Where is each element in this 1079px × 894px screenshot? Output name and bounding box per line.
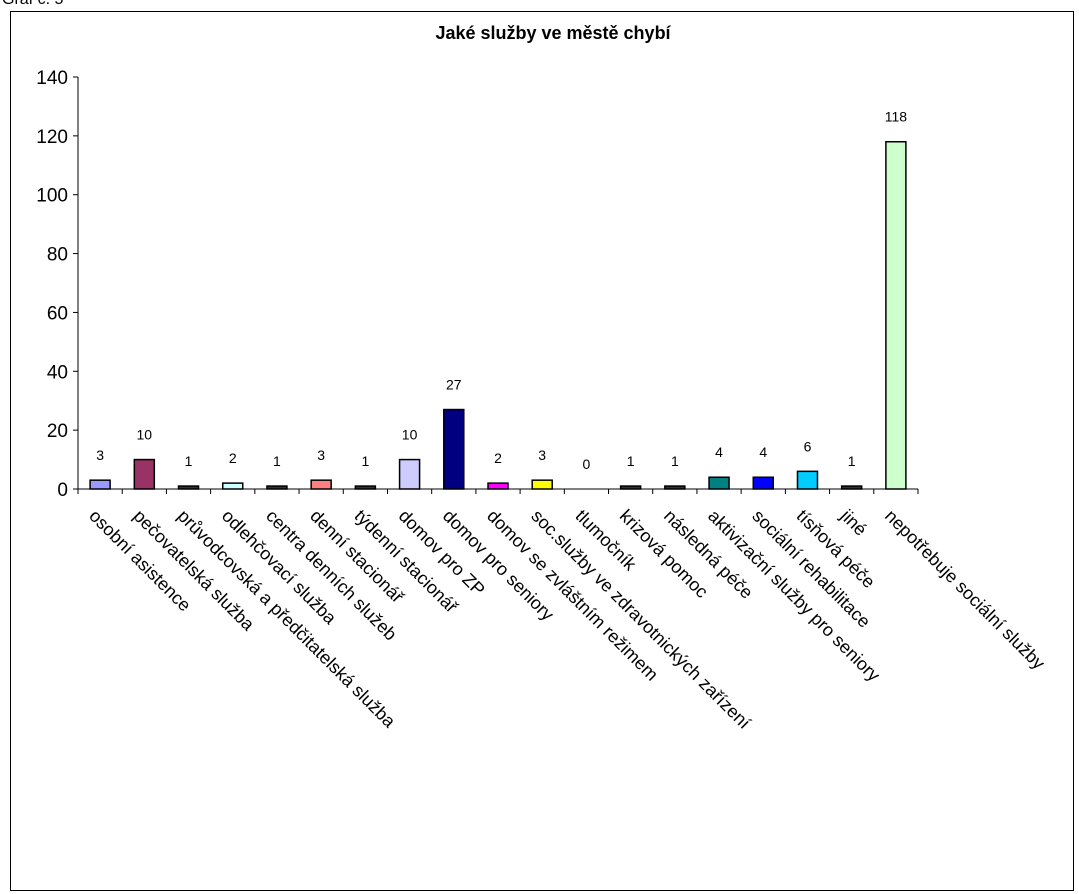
y-tick-label: 100 [36,186,68,207]
y-tick-label: 140 [36,68,68,89]
data-label: 3 [96,447,104,463]
data-label: 10 [402,427,418,443]
data-label: 1 [671,453,679,469]
data-label: 6 [804,438,812,454]
bar [354,485,377,490]
data-label: 4 [715,444,723,460]
data-label: 1 [848,453,856,469]
bar [619,485,642,490]
y-tick-label: 120 [36,127,68,148]
bar [840,485,863,490]
data-label: 27 [446,377,462,393]
data-label: 1 [273,453,281,469]
y-tick-label: 20 [47,421,68,442]
chart-title: Jaké služby ve městě chybí [435,23,671,43]
data-label: 4 [759,444,767,460]
data-label: 0 [583,456,591,472]
data-label: 3 [538,447,546,463]
data-label: 2 [229,450,237,466]
bar [531,479,553,490]
bar [266,485,288,490]
data-label: 3 [317,447,325,463]
bars [89,140,907,490]
y-tick-label: 60 [47,303,68,324]
bar [310,479,332,490]
bar [89,479,111,490]
chart-caption: Graf č. 5 [2,0,63,9]
bar [885,140,907,490]
data-label: 118 [885,109,908,125]
data-label: 1 [361,453,369,469]
bar [443,408,465,490]
bar [708,476,730,490]
bar-chart: Jaké služby ve městě chybí 0204060801001… [36,23,1048,733]
bar [177,485,200,490]
chart-frame: Jaké služby ve městě chybí 0 20 40 60 80 100 1… [10,11,1074,891]
x-tick-label: jiné [836,505,871,540]
data-label: 10 [137,427,153,443]
bar [664,485,686,490]
bar [752,476,775,490]
bar [487,482,509,490]
x-tick-label: nepotřebuje sociální služby [881,506,1049,674]
y-axis: 0 20 40 60 80 100 120 140 [36,68,79,501]
bar [221,482,244,490]
data-label: 1 [185,453,193,469]
y-tick-label: 0 [57,480,68,501]
bar [398,458,421,490]
bar [133,458,156,490]
y-tick-label: 40 [47,362,68,383]
data-label: 1 [627,453,635,469]
bar [796,470,819,490]
data-label: 2 [494,450,502,466]
y-tick-label: 80 [47,245,68,266]
